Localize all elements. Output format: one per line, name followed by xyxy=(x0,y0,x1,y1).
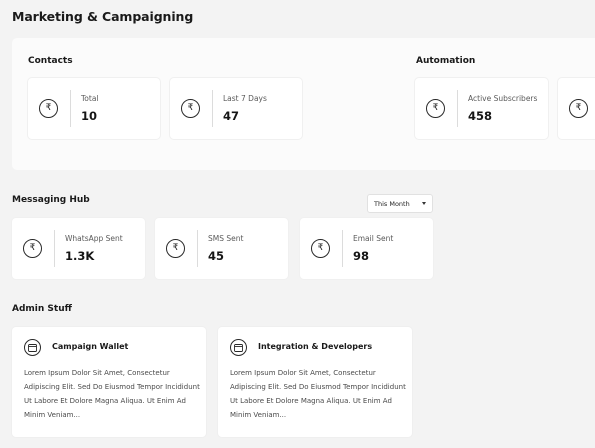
stat-label: Last 7 Days xyxy=(223,94,267,103)
card-divider xyxy=(342,230,343,267)
card-divider xyxy=(54,230,55,267)
stat-value: 98 xyxy=(353,249,370,263)
campaign-wallet-card[interactable]: Campaign Wallet Lorem Ipsum Dolor Sit Am… xyxy=(12,327,206,437)
stat-card-automation-partial[interactable]: ₹ xyxy=(558,78,595,139)
rupee-icon: ₹ xyxy=(39,99,58,118)
rupee-icon: ₹ xyxy=(569,99,588,118)
stat-value: 47 xyxy=(223,109,240,123)
card-divider xyxy=(212,90,213,127)
stat-card-active-subscribers[interactable]: ₹ Active Subscribers 458 xyxy=(415,78,548,139)
card-description: Lorem Ipsum Dolor Sit Amet, Consectetur … xyxy=(24,369,200,419)
period-select[interactable]: This Month xyxy=(367,194,433,213)
stat-card-sms-sent[interactable]: ₹ SMS Sent 45 xyxy=(155,218,288,279)
period-select-value: This Month xyxy=(374,199,410,208)
stat-label: WhatsApp Sent xyxy=(65,234,123,243)
stat-value: 458 xyxy=(468,109,493,123)
automation-heading: Automation xyxy=(416,56,476,66)
stat-value: 1.3K xyxy=(65,249,95,263)
wallet-icon xyxy=(24,339,41,356)
wallet-icon xyxy=(230,339,247,356)
card-title: Integration & Developers xyxy=(258,342,373,351)
stat-card-total[interactable]: ₹ Total 10 xyxy=(28,78,160,139)
stat-label: SMS Sent xyxy=(208,234,244,243)
contacts-heading: Contacts xyxy=(28,56,73,66)
rupee-icon: ₹ xyxy=(23,239,42,258)
stat-label: Active Subscribers xyxy=(468,94,538,103)
stat-card-last-7-days[interactable]: ₹ Last 7 Days 47 xyxy=(170,78,302,139)
card-divider xyxy=(197,230,198,267)
card-title: Campaign Wallet xyxy=(52,342,129,351)
messaging-heading: Messaging Hub xyxy=(12,195,90,205)
rupee-icon: ₹ xyxy=(426,99,445,118)
admin-heading: Admin Stuff xyxy=(12,304,72,314)
page-title: Marketing & Campaigning xyxy=(12,9,194,24)
card-divider xyxy=(457,90,458,127)
rupee-icon: ₹ xyxy=(166,239,185,258)
rupee-icon: ₹ xyxy=(181,99,200,118)
stat-label: Total xyxy=(81,94,99,103)
stat-card-email-sent[interactable]: ₹ Email Sent 98 xyxy=(300,218,433,279)
stat-label: Email Sent xyxy=(353,234,394,243)
rupee-icon: ₹ xyxy=(311,239,330,258)
card-divider xyxy=(70,90,71,127)
integration-developers-card[interactable]: Integration & Developers Lorem Ipsum Dol… xyxy=(218,327,412,437)
stat-value: 45 xyxy=(208,249,225,263)
stat-value: 10 xyxy=(81,109,98,123)
stat-card-whatsapp-sent[interactable]: ₹ WhatsApp Sent 1.3K xyxy=(12,218,145,279)
card-description: Lorem Ipsum Dolor Sit Amet, Consectetur … xyxy=(230,369,406,419)
chevron-down-icon xyxy=(422,202,426,205)
